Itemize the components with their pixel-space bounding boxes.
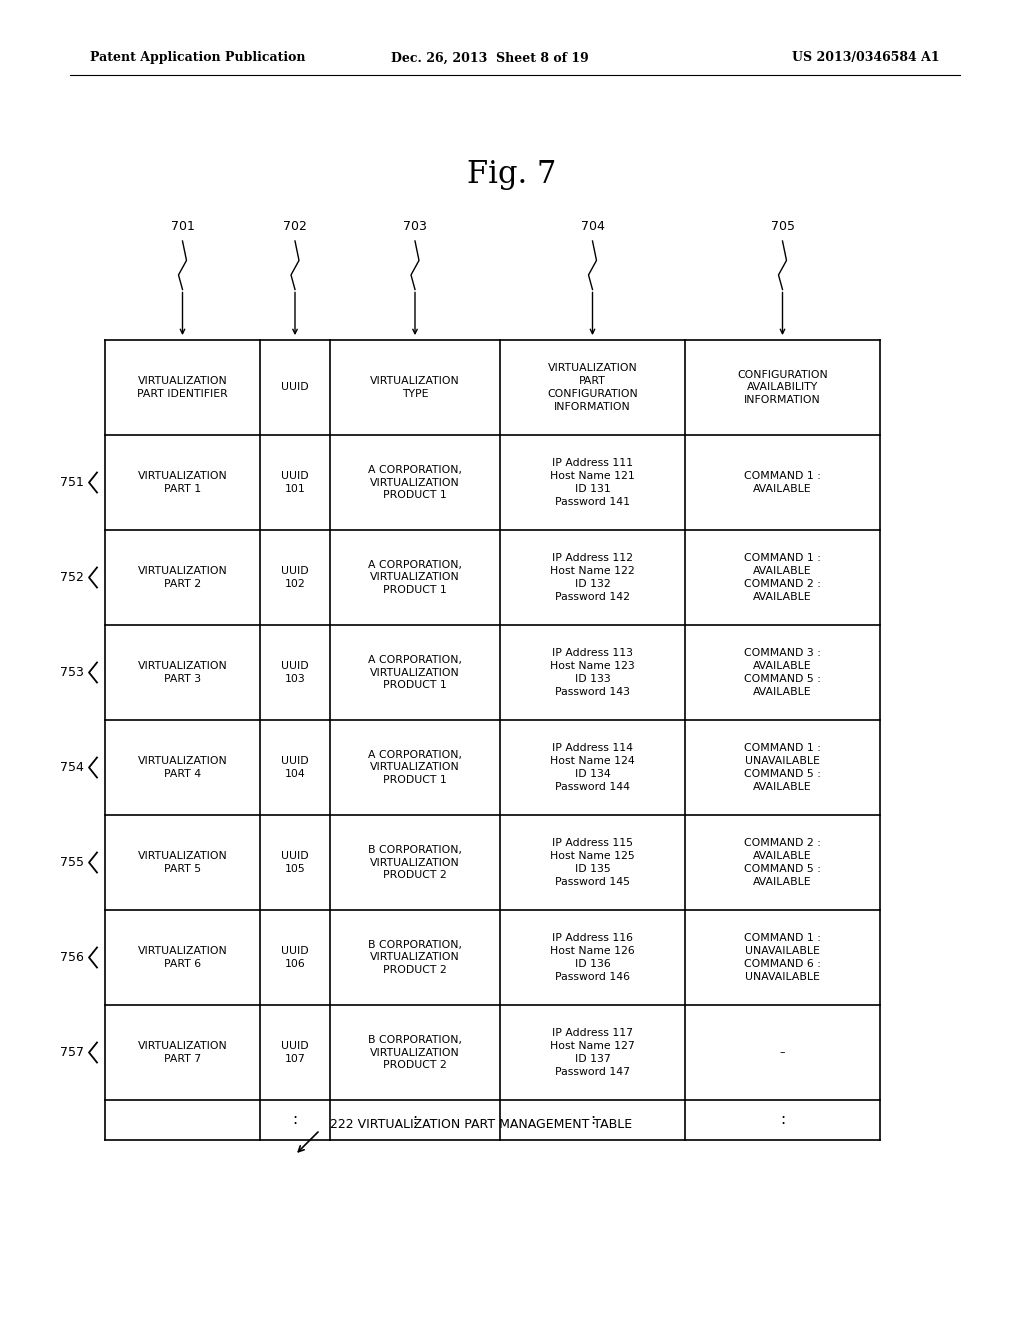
Text: Patent Application Publication: Patent Application Publication bbox=[90, 51, 305, 65]
Text: IP Address 116
Host Name 126
ID 136
Password 146: IP Address 116 Host Name 126 ID 136 Pass… bbox=[550, 933, 635, 982]
Text: CONFIGURATION
AVAILABILITY
INFORMATION: CONFIGURATION AVAILABILITY INFORMATION bbox=[737, 370, 827, 405]
Text: COMMAND 2 :
AVAILABLE
COMMAND 5 :
AVAILABLE: COMMAND 2 : AVAILABLE COMMAND 5 : AVAILA… bbox=[744, 838, 821, 887]
Text: UUID
107: UUID 107 bbox=[282, 1041, 309, 1064]
Text: VIRTUALIZATION
PART 1: VIRTUALIZATION PART 1 bbox=[137, 471, 227, 494]
Text: COMMAND 1 :
AVAILABLE: COMMAND 1 : AVAILABLE bbox=[744, 471, 821, 494]
Text: :: : bbox=[590, 1113, 595, 1127]
Text: UUID
102: UUID 102 bbox=[282, 566, 309, 589]
Text: COMMAND 1 :
UNAVAILABLE
COMMAND 6 :
UNAVAILABLE: COMMAND 1 : UNAVAILABLE COMMAND 6 : UNAV… bbox=[744, 933, 821, 982]
Text: IP Address 115
Host Name 125
ID 135
Password 145: IP Address 115 Host Name 125 ID 135 Pass… bbox=[550, 838, 635, 887]
Text: VIRTUALIZATION
PART
CONFIGURATION
INFORMATION: VIRTUALIZATION PART CONFIGURATION INFORM… bbox=[547, 363, 638, 412]
Text: IP Address 113
Host Name 123
ID 133
Password 143: IP Address 113 Host Name 123 ID 133 Pass… bbox=[550, 648, 635, 697]
Text: A CORPORATION,
VIRTUALIZATION
PRODUCT 1: A CORPORATION, VIRTUALIZATION PRODUCT 1 bbox=[368, 655, 462, 690]
Text: 222 VIRTUALIZATION PART MANAGEMENT TABLE: 222 VIRTUALIZATION PART MANAGEMENT TABLE bbox=[330, 1118, 632, 1131]
Text: B CORPORATION,
VIRTUALIZATION
PRODUCT 2: B CORPORATION, VIRTUALIZATION PRODUCT 2 bbox=[368, 940, 462, 975]
Text: IP Address 117
Host Name 127
ID 137
Password 147: IP Address 117 Host Name 127 ID 137 Pass… bbox=[550, 1028, 635, 1077]
Text: 704: 704 bbox=[581, 220, 604, 234]
Text: 703: 703 bbox=[403, 220, 427, 234]
Text: –: – bbox=[779, 1048, 785, 1057]
Text: B CORPORATION,
VIRTUALIZATION
PRODUCT 2: B CORPORATION, VIRTUALIZATION PRODUCT 2 bbox=[368, 845, 462, 880]
Text: COMMAND 1 :
UNAVAILABLE
COMMAND 5 :
AVAILABLE: COMMAND 1 : UNAVAILABLE COMMAND 5 : AVAI… bbox=[744, 743, 821, 792]
Text: UUID
103: UUID 103 bbox=[282, 661, 309, 684]
Text: :: : bbox=[413, 1113, 418, 1127]
Text: :: : bbox=[293, 1113, 298, 1127]
Text: B CORPORATION,
VIRTUALIZATION
PRODUCT 2: B CORPORATION, VIRTUALIZATION PRODUCT 2 bbox=[368, 1035, 462, 1071]
Text: Dec. 26, 2013  Sheet 8 of 19: Dec. 26, 2013 Sheet 8 of 19 bbox=[391, 51, 589, 65]
Text: UUID
106: UUID 106 bbox=[282, 946, 309, 969]
Text: VIRTUALIZATION
PART IDENTIFIER: VIRTUALIZATION PART IDENTIFIER bbox=[137, 376, 228, 399]
Text: 754: 754 bbox=[60, 762, 84, 774]
Text: UUID
104: UUID 104 bbox=[282, 756, 309, 779]
Text: 753: 753 bbox=[60, 667, 84, 678]
Text: A CORPORATION,
VIRTUALIZATION
PRODUCT 1: A CORPORATION, VIRTUALIZATION PRODUCT 1 bbox=[368, 750, 462, 785]
Text: UUID
105: UUID 105 bbox=[282, 851, 309, 874]
Text: US 2013/0346584 A1: US 2013/0346584 A1 bbox=[793, 51, 940, 65]
Text: Fig. 7: Fig. 7 bbox=[467, 160, 557, 190]
Text: VIRTUALIZATION
PART 4: VIRTUALIZATION PART 4 bbox=[137, 756, 227, 779]
Text: 757: 757 bbox=[60, 1045, 84, 1059]
Text: VIRTUALIZATION
TYPE: VIRTUALIZATION TYPE bbox=[370, 376, 460, 399]
Text: VIRTUALIZATION
PART 5: VIRTUALIZATION PART 5 bbox=[137, 851, 227, 874]
Text: COMMAND 3 :
AVAILABLE
COMMAND 5 :
AVAILABLE: COMMAND 3 : AVAILABLE COMMAND 5 : AVAILA… bbox=[744, 648, 821, 697]
Text: IP Address 111
Host Name 121
ID 131
Password 141: IP Address 111 Host Name 121 ID 131 Pass… bbox=[550, 458, 635, 507]
Text: IP Address 114
Host Name 124
ID 134
Password 144: IP Address 114 Host Name 124 ID 134 Pass… bbox=[550, 743, 635, 792]
Text: UUID
101: UUID 101 bbox=[282, 471, 309, 494]
Text: A CORPORATION,
VIRTUALIZATION
PRODUCT 1: A CORPORATION, VIRTUALIZATION PRODUCT 1 bbox=[368, 560, 462, 595]
Text: VIRTUALIZATION
PART 6: VIRTUALIZATION PART 6 bbox=[137, 946, 227, 969]
Text: IP Address 112
Host Name 122
ID 132
Password 142: IP Address 112 Host Name 122 ID 132 Pass… bbox=[550, 553, 635, 602]
Text: UUID: UUID bbox=[282, 383, 309, 392]
Text: 705: 705 bbox=[770, 220, 795, 234]
Text: VIRTUALIZATION
PART 7: VIRTUALIZATION PART 7 bbox=[137, 1041, 227, 1064]
Text: A CORPORATION,
VIRTUALIZATION
PRODUCT 1: A CORPORATION, VIRTUALIZATION PRODUCT 1 bbox=[368, 465, 462, 500]
Text: 752: 752 bbox=[60, 572, 84, 583]
Text: 702: 702 bbox=[283, 220, 307, 234]
Text: VIRTUALIZATION
PART 3: VIRTUALIZATION PART 3 bbox=[137, 661, 227, 684]
Text: 755: 755 bbox=[60, 855, 84, 869]
Text: 751: 751 bbox=[60, 477, 84, 488]
Text: 701: 701 bbox=[171, 220, 195, 234]
Text: 756: 756 bbox=[60, 950, 84, 964]
Text: VIRTUALIZATION
PART 2: VIRTUALIZATION PART 2 bbox=[137, 566, 227, 589]
Text: COMMAND 1 :
AVAILABLE
COMMAND 2 :
AVAILABLE: COMMAND 1 : AVAILABLE COMMAND 2 : AVAILA… bbox=[744, 553, 821, 602]
Text: :: : bbox=[780, 1113, 785, 1127]
